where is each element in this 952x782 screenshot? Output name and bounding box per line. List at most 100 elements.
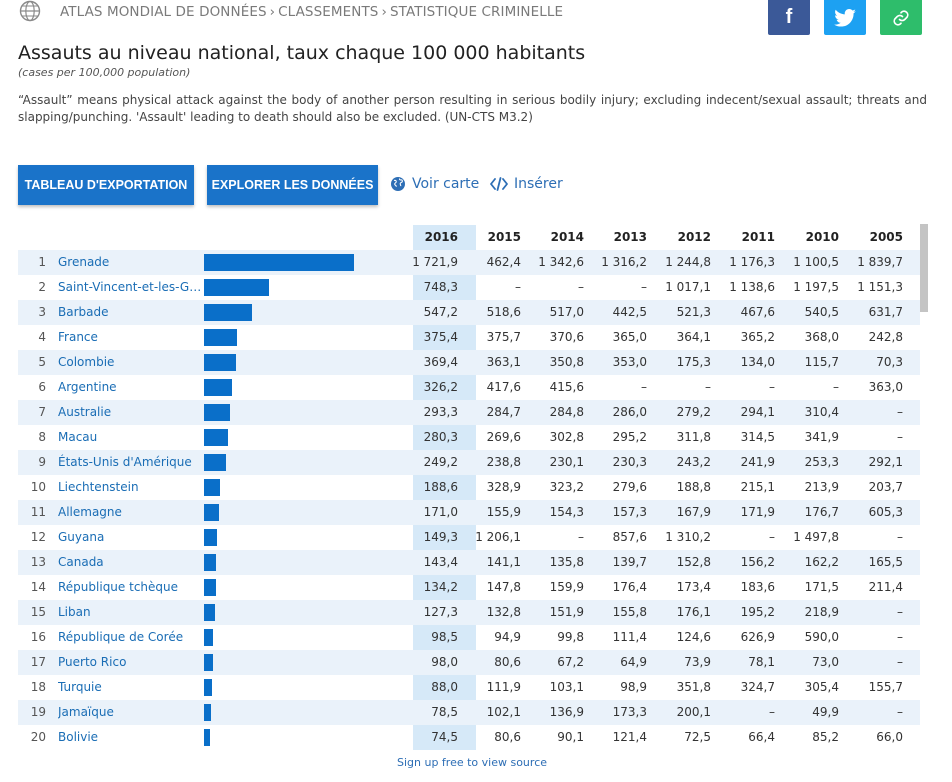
country-link[interactable]: Australie [58, 405, 112, 419]
country-link[interactable]: Barbade [58, 305, 109, 319]
breadcrumb-crime-statistics[interactable]: STATISTIQUE CRIMINELLE [389, 4, 564, 20]
country-link[interactable]: Guyana [58, 530, 105, 544]
table-row[interactable]: 1 Grenade 1 721,9 462,4 1 342,6 1 316,2 1 244,… [18, 250, 920, 275]
value-cell-2010: 368,0 [804, 330, 839, 344]
country-link[interactable]: Turquie [58, 680, 102, 694]
value-cell-2013: 295,2 [612, 430, 647, 444]
table-row[interactable]: 17 Puerto Rico 98,0 80,6 67,2 64,9 73,9 78,1 73,… [18, 650, 920, 675]
table-row[interactable]: 6 Argentine 326,2 417,6 415,6 – – – – 363,0 [18, 375, 920, 400]
table-row[interactable]: 19 Jamaïque 78,5 102,1 136,9 173,3 200,1 – 49,9 – [18, 700, 920, 725]
view-map-link[interactable]: Voir carte [390, 176, 479, 192]
signup-link[interactable]: Sign up free to view source [396, 756, 548, 769]
year-header-2005[interactable]: 2005 [869, 230, 903, 244]
ranking-table: 2016 2015 2014 2013 2012 2011 2010 2005 1 Grenad… [18, 225, 920, 750]
value-cell-2014: 415,6 [549, 380, 584, 394]
rank-cell: 3 [38, 305, 46, 319]
country-link[interactable]: République tchèque [58, 580, 179, 594]
table-row[interactable]: 5 Colombie 369,4 363,1 350,8 353,0 175,3 134,0 1… [18, 350, 920, 375]
value-cell-2012: 176,1 [676, 605, 711, 619]
table-row[interactable]: 16 République de Corée 98,5 94,9 99,8 111,4 12… [18, 625, 920, 650]
country-link[interactable]: Grenade [58, 255, 110, 269]
rank-cell: 9 [38, 455, 46, 469]
value-bar [204, 254, 354, 271]
value-bar [204, 529, 217, 546]
table-row[interactable]: 3 Barbade 547,2 518,6 517,0 442,5 521,3 467,6 54… [18, 300, 920, 325]
value-cell-2014: 99,8 [557, 630, 584, 644]
year-header-2010[interactable]: 2010 [805, 230, 839, 244]
value-cell-2016: 249,2 [423, 455, 458, 469]
value-bar [204, 404, 230, 421]
year-header-2012[interactable]: 2012 [677, 230, 711, 244]
country-link[interactable]: Bolivie [58, 730, 99, 744]
explore-data-button[interactable]: EXPLORER LES DONNÉES [207, 165, 378, 205]
value-cell-2012: 364,1 [676, 330, 711, 344]
rank-cell: 4 [38, 330, 46, 344]
country-link[interactable]: Allemagne [58, 505, 122, 519]
value-cell-2013: 442,5 [612, 305, 647, 319]
table-row[interactable]: 15 Liban 127,3 132,8 151,9 155,8 176,1 195,2 218… [18, 600, 920, 625]
year-header-2011[interactable]: 2011 [741, 230, 775, 244]
country-link[interactable]: Jamaïque [58, 705, 114, 719]
country-link[interactable]: Colombie [58, 355, 115, 369]
table-row[interactable]: 18 Turquie 88,0 111,9 103,1 98,9 351,8 324,7 305… [18, 675, 920, 700]
country-link[interactable]: Canada [58, 555, 104, 569]
facebook-share-button[interactable]: f [768, 0, 810, 35]
country-link[interactable]: Argentine [58, 380, 117, 394]
country-link[interactable]: Puerto Rico [58, 655, 127, 669]
value-cell-2010: 176,7 [804, 505, 839, 519]
value-cell-2012: 72,5 [684, 730, 711, 744]
value-cell-2005: 631,7 [868, 305, 903, 319]
table-row[interactable]: 14 République tchèque 134,2 147,8 159,9 176,4… [18, 575, 920, 600]
value-cell-2015: – [515, 280, 521, 294]
table-row[interactable]: 13 Canada 143,4 141,1 135,8 139,7 152,8 156,2 16… [18, 550, 920, 575]
copy-link-button[interactable] [880, 0, 922, 35]
table-row[interactable]: 9 États-Unis d'Amérique 249,2 238,8 230,1 230… [18, 450, 920, 475]
value-cell-2010: 162,2 [804, 555, 839, 569]
value-cell-2013: 64,9 [620, 655, 647, 669]
table-row[interactable]: 20 Bolivie 74,5 80,6 90,1 121,4 72,5 66,4 85,2 66… [18, 725, 920, 750]
country-link[interactable]: Saint-Vincent-et-les-Gre… [58, 280, 204, 294]
year-header-2016[interactable]: 2016 [424, 230, 458, 244]
breadcrumb: ATLAS MONDIAL DE DONNÉES › CLASSEMENTS › STA… [60, 4, 563, 20]
breadcrumb-rankings[interactable]: CLASSEMENTS [278, 4, 379, 20]
table-row[interactable]: 2 Saint-Vincent-et-les-Gre… 748,3 – – – 1 017,… [18, 275, 920, 300]
table-row[interactable]: 10 Liechtenstein 188,6 328,9 323,2 279,6 188,8… [18, 475, 920, 500]
table-row[interactable]: 12 Guyana 149,3 1 206,1 – 857,6 1 310,2 – 1 497,… [18, 525, 920, 550]
embed-link[interactable]: Insérer [490, 176, 563, 192]
value-cell-2010: 85,2 [812, 730, 839, 744]
breadcrumb-separator: › [381, 4, 387, 20]
value-bar [204, 679, 212, 696]
year-header-2014[interactable]: 2014 [550, 230, 584, 244]
breadcrumb-atlas[interactable]: ATLAS MONDIAL DE DONNÉES [60, 4, 267, 20]
value-cell-2005: 242,8 [868, 330, 903, 344]
table-row[interactable]: 11 Allemagne 171,0 155,9 154,3 157,3 167,9 171,… [18, 500, 920, 525]
value-cell-2015: 417,6 [486, 380, 521, 394]
value-cell-2011: 365,2 [740, 330, 775, 344]
country-link[interactable]: Liban [58, 605, 91, 619]
country-link[interactable]: République de Corée [58, 630, 184, 644]
twitter-share-button[interactable] [824, 0, 866, 35]
year-header-2013[interactable]: 2013 [613, 230, 647, 244]
value-cell-2010: 213,9 [804, 480, 839, 494]
value-cell-2005: – [897, 530, 903, 544]
table-row[interactable]: 7 Australie 293,3 284,7 284,8 286,0 279,2 294,1… [18, 400, 920, 425]
value-cell-2005: 155,7 [868, 680, 903, 694]
country-link[interactable]: États-Unis d'Amérique [58, 455, 192, 469]
value-cell-2011: 78,1 [748, 655, 775, 669]
export-table-button[interactable]: TABLEAU D'EXPORTATION [18, 165, 194, 205]
value-cell-2011: 215,1 [740, 480, 775, 494]
value-cell-2014: – [578, 280, 584, 294]
value-cell-2014: 517,0 [549, 305, 584, 319]
year-header-2015[interactable]: 2015 [487, 230, 521, 244]
table-scrollbar[interactable] [920, 224, 928, 312]
rank-cell: 13 [30, 555, 46, 569]
globe-icon[interactable] [19, 0, 41, 22]
value-cell-2011: 467,6 [740, 305, 775, 319]
rank-cell: 2 [38, 280, 46, 294]
country-link[interactable]: France [58, 330, 98, 344]
country-link[interactable]: Macau [58, 430, 98, 444]
value-cell-2013: 157,3 [612, 505, 647, 519]
country-link[interactable]: Liechtenstein [58, 480, 139, 494]
table-row[interactable]: 8 Macau 280,3 269,6 302,8 295,2 311,8 314,5 341,… [18, 425, 920, 450]
table-row[interactable]: 4 France 375,4 375,7 370,6 365,0 364,1 365,2 368… [18, 325, 920, 350]
